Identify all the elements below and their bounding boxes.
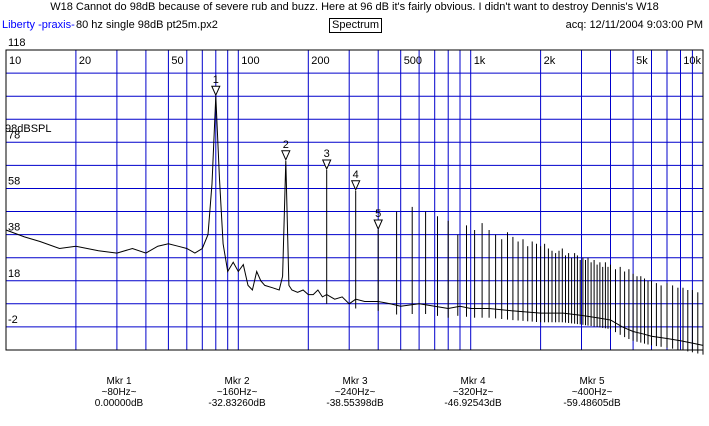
file-info: 80 hz single 98dB pt25m.px2: [76, 19, 218, 31]
x-tick-labels: 10 20 50 100 200 500 1k 2k 5k 10k: [9, 55, 701, 67]
x-tick-label: 10k: [683, 55, 701, 67]
marker-triangle: [211, 85, 221, 97]
harmonic-peaks: [326, 170, 704, 355]
y-tick-label: -2: [8, 314, 18, 326]
marker-readout-freq: ~80Hz~: [101, 387, 137, 398]
y-tick-label: 18: [8, 268, 20, 280]
x-tick-label: 20: [79, 55, 91, 67]
chart-grid: [5, 49, 704, 351]
marker-readout-freq: ~400Hz~: [571, 387, 613, 398]
marker-readout-freq: ~320Hz~: [452, 387, 494, 398]
plot-frame: [5, 49, 704, 351]
x-tick-label: 5k: [636, 55, 648, 67]
marker-readout-value: 0.00000dB: [94, 398, 144, 409]
marker-readout: Mkr 1 ~80Hz~ 0.00000dB: [69, 376, 169, 409]
acquisition-timestamp: acq: 12/11/2004 9:03:00 PM: [565, 19, 703, 31]
spectrum-view-button[interactable]: Spectrum: [329, 18, 383, 33]
marker-triangle: [350, 180, 361, 192]
marker-readout-name: Mkr 4: [460, 376, 486, 387]
marker-glyphs: 1 2 3 4 5: [211, 74, 383, 231]
marker-readout-freq: ~240Hz~: [334, 387, 376, 398]
marker-readout: Mkr 3 ~240Hz~ -38.55398dB: [305, 376, 405, 409]
y-unit-label: 98dBSPL: [5, 123, 51, 135]
marker-triangle: [321, 159, 332, 171]
y-tick-label: 78: [8, 129, 20, 141]
y-tick-label: 58: [8, 176, 20, 188]
y-tick-labels: 118 78 58 38 18 -2: [8, 37, 26, 326]
marker-number: 4: [353, 169, 359, 181]
marker-readout-name: Mkr 2: [224, 376, 250, 387]
marker-readout-value: -59.48605dB: [563, 398, 621, 409]
marker-readout: Mkr 4 ~320Hz~ -46.92543dB: [423, 376, 523, 409]
x-tick-label: 2k: [544, 55, 556, 67]
x-tick-label: 500: [404, 55, 422, 67]
marker-readout-freq: ~160Hz~: [216, 387, 258, 398]
marker-readout: Mkr 5 ~400Hz~ -59.48605dB: [542, 376, 642, 409]
marker-number: 2: [283, 139, 289, 151]
x-tick-label: 50: [171, 55, 183, 67]
x-tick-label: 10: [9, 55, 21, 67]
marker-triangle: [373, 219, 383, 231]
y-tick-label: 118: [8, 37, 26, 49]
marker-readout: Mkr 2 ~160Hz~ -32.83260dB: [187, 376, 287, 409]
marker-readout-name: Mkr 1: [106, 376, 132, 387]
marker-readout-value: -32.83260dB: [208, 398, 266, 409]
y-tick-label: 38: [8, 222, 20, 234]
marker-readout-value: -38.55398dB: [326, 398, 384, 409]
x-tick-label: 200: [311, 55, 329, 67]
marker-number: 3: [324, 148, 330, 160]
window-title: W18 Cannot do 98dB because of severe rub…: [50, 1, 659, 13]
app-label: Liberty -praxis-: [2, 19, 75, 31]
marker-readout-name: Mkr 3: [342, 376, 368, 387]
marker-readout-value: -46.92543dB: [444, 398, 502, 409]
x-tick-label: 1k: [474, 55, 486, 67]
spectrum-trace: [5, 96, 704, 346]
marker-number: 5: [375, 208, 381, 220]
marker-readout-name: Mkr 5: [579, 376, 605, 387]
x-tick-label: 100: [241, 55, 259, 67]
marker-triangle: [281, 150, 291, 162]
marker-number: 1: [213, 74, 219, 86]
